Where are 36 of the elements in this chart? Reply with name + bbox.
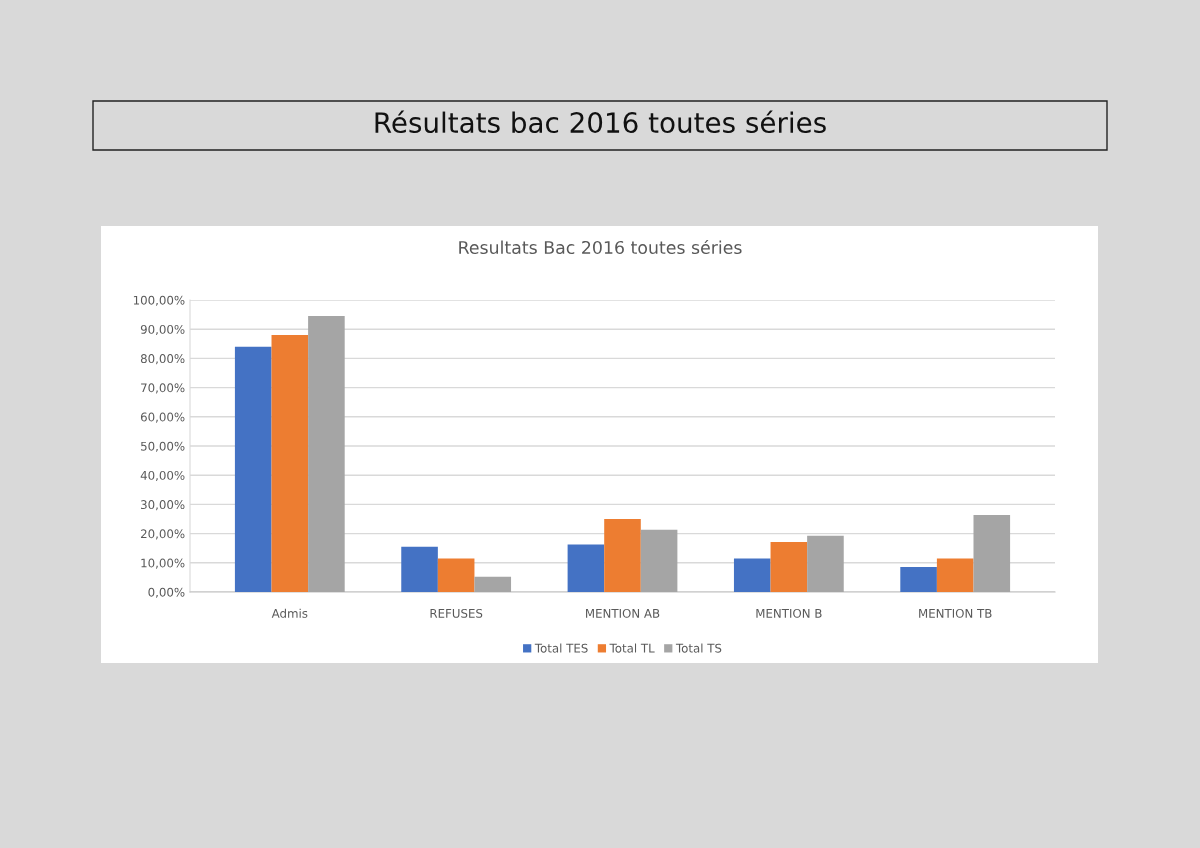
bar	[807, 535, 844, 592]
bar	[604, 519, 641, 592]
y-tick-label: 80,00%	[140, 354, 185, 365]
legend-label: Total TL	[609, 643, 655, 653]
bar	[234, 346, 272, 592]
bar	[401, 546, 438, 592]
legend-label: Total TES	[534, 643, 588, 653]
x-tick-label: MENTION AB	[586, 608, 660, 618]
bar	[567, 544, 605, 592]
bar	[770, 542, 808, 592]
y-tick-label: 70,00%	[141, 383, 185, 394]
x-tick-label: REFUSES	[430, 608, 483, 618]
bar	[271, 335, 309, 592]
y-tick-label: 50,00%	[141, 441, 185, 452]
bar	[733, 558, 771, 592]
y-tick-label: 100,00%	[133, 295, 185, 306]
bar	[973, 514, 1011, 592]
x-tick-label: MENTION TB	[919, 608, 992, 618]
legend-label: Total TS	[675, 643, 722, 653]
chart-subtitle: Resultats Bac 2016 toutes séries	[459, 239, 742, 255]
y-tick-label: 90,00%	[140, 324, 185, 336]
bar	[900, 566, 937, 592]
y-tick-label: 40,00%	[140, 470, 185, 482]
y-tick-label: 0,00%	[148, 587, 185, 598]
x-tick-label: Admis	[271, 608, 308, 618]
chart-title: Résultats bac 2016 toutes séries	[375, 110, 826, 134]
y-tick-label: 30,00%	[141, 500, 185, 511]
bar	[308, 316, 345, 592]
y-tick-label: 10,00%	[141, 558, 185, 569]
y-tick-label: 20,00%	[140, 529, 185, 540]
bar	[437, 558, 475, 592]
bar	[474, 576, 512, 592]
bar	[640, 529, 678, 592]
y-tick-label: 60,00%	[140, 412, 185, 423]
bar	[936, 558, 974, 592]
x-tick-label: MENTION B	[756, 608, 822, 618]
